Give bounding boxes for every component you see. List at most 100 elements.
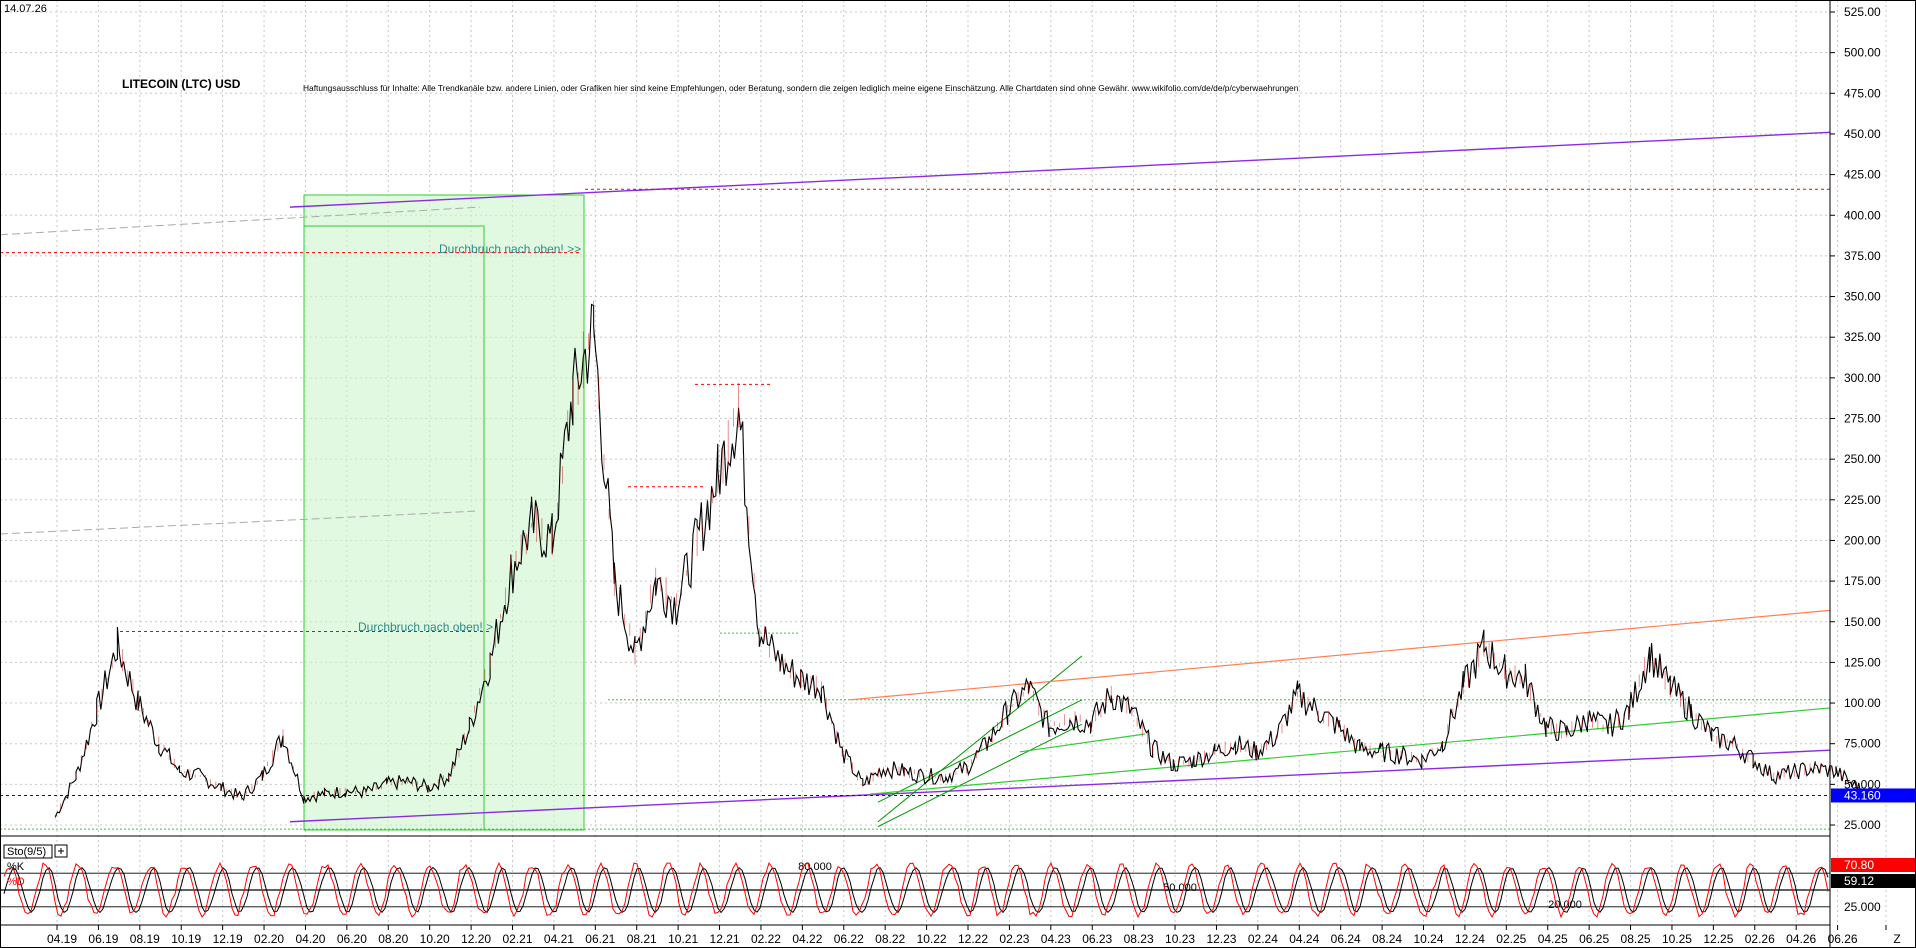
- x-tick-label: 10.25: [1662, 932, 1692, 946]
- price-badge: [1831, 788, 1915, 803]
- text-labels: 14.07.26 LITECOIN (LTC) USD Haftungsauss…: [4, 3, 1299, 634]
- x-tick-label: 04.23: [1041, 932, 1071, 946]
- y-tick-label: 525.00: [1844, 5, 1881, 19]
- grid-lines: [0, 0, 1887, 925]
- y-tick-label: 250.00: [1844, 452, 1881, 466]
- y-tick-label: 50.000: [1844, 777, 1881, 791]
- x-tick-label: 08.21: [627, 932, 657, 946]
- x-tick-label: 06.26: [1828, 932, 1858, 946]
- x-tick-label: 06.20: [337, 932, 367, 946]
- x-tick-label: 02.26: [1745, 932, 1775, 946]
- longterm-curve-lower: [0, 510, 476, 535]
- date-label: 14.07.26: [4, 3, 47, 15]
- y-tick-label: 200.00: [1844, 533, 1881, 547]
- stochastic-panel: 80.00050.00020.000Sto(9/5)%K%D70.8059.12…: [0, 844, 1915, 919]
- x-tick-label: 10.21: [668, 932, 698, 946]
- price-badge-label: 43.160: [1844, 788, 1881, 802]
- x-tick-label: 12.20: [461, 932, 491, 946]
- x-tick-label: Z: [1893, 932, 1900, 946]
- x-tick-label: 02.20: [254, 932, 284, 946]
- stoch-k-line: [3, 861, 1829, 919]
- x-tick-label: 10.20: [420, 932, 450, 946]
- stoch-axis-tick: 25.000: [1844, 900, 1881, 914]
- x-tick-label: 04.19: [47, 932, 77, 946]
- x-tick-label: 06.22: [834, 932, 864, 946]
- stoch-d-label: %D: [7, 876, 25, 888]
- y-tick-label: 500.00: [1844, 46, 1881, 60]
- x-tick-label: 06.19: [88, 932, 118, 946]
- stoch-k-badge: [1831, 858, 1915, 872]
- x-tick-label: 04.22: [792, 932, 822, 946]
- drawing-overlays: [0, 131, 1831, 831]
- y-tick-label: 325.00: [1844, 330, 1881, 344]
- annotation-breakout-2: Durchbruch nach oben! >: [358, 620, 493, 634]
- stoch-label-box: [3, 844, 53, 859]
- y-tick-label: 425.00: [1844, 168, 1881, 182]
- y-tick-label: 25.000: [1844, 818, 1881, 832]
- y-tick-label: 450.00: [1844, 127, 1881, 141]
- x-tick-label: 02.21: [502, 932, 532, 946]
- y-tick-label: 125.00: [1844, 655, 1881, 669]
- stoch-k-label: %K: [7, 861, 25, 873]
- x-tick-label: 08.23: [1124, 932, 1154, 946]
- support-trendline: [869, 707, 1831, 795]
- x-tick-label: 08.22: [875, 932, 905, 946]
- disclaimer-text: Haftungsausschluss für Inhalte: Alle Tre…: [303, 83, 1299, 93]
- x-tick-label: 08.19: [130, 932, 160, 946]
- x-tick-label: 04.26: [1786, 932, 1816, 946]
- orange-trendline: [849, 609, 1831, 701]
- x-tick-label: 10.22: [917, 932, 947, 946]
- x-tick-label: 10.19: [171, 932, 201, 946]
- stoch-d-line: [3, 866, 1829, 914]
- x-tick-label: 12.19: [213, 932, 243, 946]
- breakout-box-inner: [303, 225, 485, 831]
- x-tick-label: 06.25: [1579, 932, 1609, 946]
- x-tick-label: 04.21: [544, 932, 574, 946]
- x-tick-label: 08.24: [1372, 932, 1402, 946]
- x-tick-label: 02.24: [1248, 932, 1278, 946]
- x-tick-label: 04.20: [295, 932, 325, 946]
- x-tick-label: 02.25: [1496, 932, 1526, 946]
- channel-upper-line: [289, 131, 1831, 208]
- chart-title: LITECOIN (LTC) USD: [122, 77, 241, 91]
- longterm-curve-upper: [0, 206, 481, 236]
- price-series: [54, 300, 1878, 819]
- y-tick-label: 225.00: [1844, 493, 1881, 507]
- x-tick-label: 12.21: [710, 932, 740, 946]
- y-tick-label: 400.00: [1844, 208, 1881, 222]
- stoch-d-badge: [1831, 874, 1915, 888]
- y-tick-label: 75.000: [1844, 737, 1881, 751]
- y-tick-label: 475.00: [1844, 86, 1881, 100]
- y-tick-label: 275.00: [1844, 412, 1881, 426]
- annotation-breakout-1: Durchbruch nach oben! >>: [439, 242, 581, 256]
- y-tick-label: 375.00: [1844, 249, 1881, 263]
- x-tick-label: 12.22: [958, 932, 988, 946]
- x-tick-label: 06.24: [1331, 932, 1361, 946]
- stoch-level-label: 20.000: [1548, 899, 1582, 911]
- price-line: [54, 303, 1878, 818]
- price-wicks: [54, 300, 1873, 819]
- x-tick-label: 12.23: [1206, 932, 1236, 946]
- x-tick-label: 02.23: [999, 932, 1029, 946]
- stoch-k-badge-label: 70.80: [1844, 858, 1874, 872]
- x-tick-label: 06.21: [585, 932, 615, 946]
- y-tick-label: 100.00: [1844, 696, 1881, 710]
- trend-channel-2023-lower: [877, 723, 1083, 828]
- y-tick-label: 300.00: [1844, 371, 1881, 385]
- y-tick-label: 150.00: [1844, 615, 1881, 629]
- x-tick-label: 12.25: [1703, 932, 1733, 946]
- x-tick-label: 06.23: [1082, 932, 1112, 946]
- x-tick-label: 04.25: [1538, 932, 1568, 946]
- support-short-trendline: [1019, 733, 1146, 753]
- trend-channel-2023-upper: [877, 655, 1083, 823]
- y-tick-label: 350.00: [1844, 290, 1881, 304]
- stoch-label: Sto(9/5): [7, 846, 46, 858]
- stoch-d-badge-label: 59.12: [1844, 874, 1874, 888]
- stoch-level-label: 50.000: [1163, 882, 1197, 894]
- channel-lower-line: [289, 749, 1831, 823]
- y-tick-label: 175.00: [1844, 574, 1881, 588]
- x-tick-label: 12.24: [1455, 932, 1485, 946]
- x-tick-label: 08.25: [1621, 932, 1651, 946]
